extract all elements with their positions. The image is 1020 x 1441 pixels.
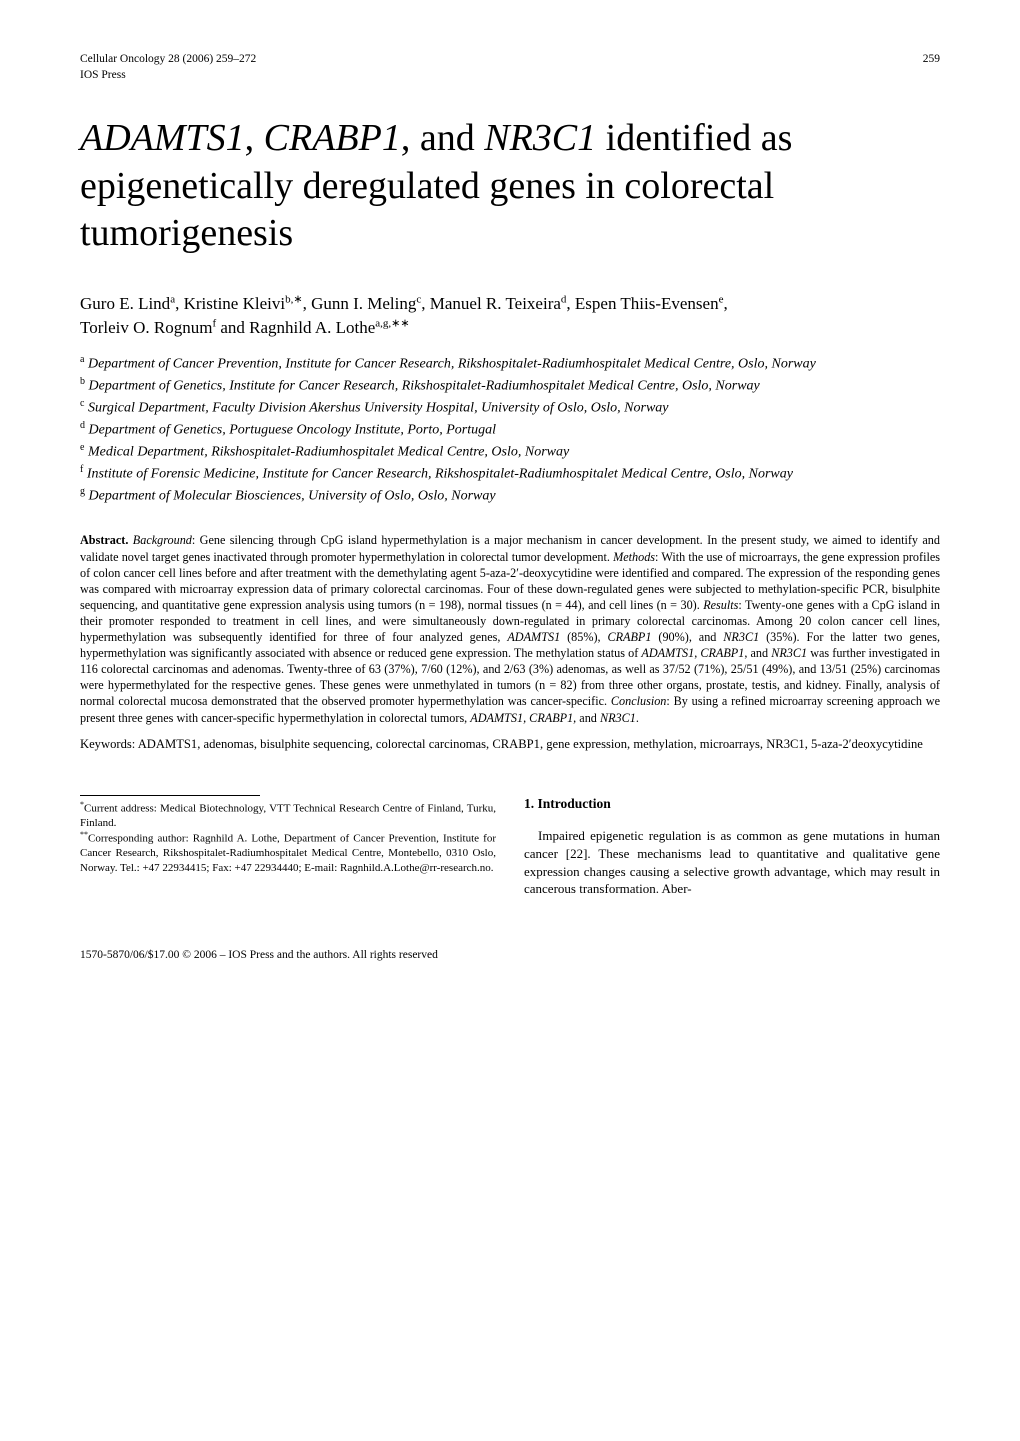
abstract-gene-nr3c1-2: NR3C1 — [771, 646, 807, 660]
aff-text-b: Department of Genetics, Institute for Ca… — [85, 378, 760, 393]
keywords-text: Keywords: ADAMTS1, adenomas, bisulphite … — [80, 737, 923, 751]
author-2-aff: b,∗ — [285, 293, 302, 305]
affiliation-f: f Institute of Forensic Medicine, Instit… — [80, 463, 940, 485]
aff-text-e: Medical Department, Rikshospitalet-Radiu… — [84, 444, 569, 459]
title-sep2: , and — [401, 117, 484, 159]
journal-ref-text: Cellular Oncology 28 (2006) 259–272 — [80, 53, 256, 65]
title-sep1: , — [245, 117, 264, 159]
abstract: Abstract. Background: Gene silencing thr… — [80, 532, 940, 725]
abstract-cn3: . — [636, 711, 639, 725]
abstract-rs-label: Results — [703, 598, 738, 612]
affiliation-c: c Surgical Department, Faculty Division … — [80, 397, 940, 419]
abstract-mt-label: Methods — [613, 550, 655, 564]
author-list: Guro E. Linda, Kristine Kleivib,∗, Gunn … — [80, 292, 940, 341]
footnote-1-text: Current address: Medical Biotechnology, … — [80, 803, 496, 829]
abstract-rs2: (85%), — [560, 630, 607, 644]
title-gene-adamts1: ADAMTS1 — [80, 117, 245, 159]
affiliation-a: a Department of Cancer Prevention, Insti… — [80, 353, 940, 375]
affiliation-g: g Department of Molecular Biosciences, U… — [80, 485, 940, 507]
footnote-rule — [80, 795, 260, 796]
author-6: Torleiv O. Rognum — [80, 318, 212, 337]
body-columns: *Current address: Medical Biotechnology,… — [80, 795, 940, 897]
intro-body: Impaired epigenetic regulation is as com… — [524, 827, 940, 897]
abstract-gene-adamts1: ADAMTS1 — [507, 630, 560, 644]
footnotes: *Current address: Medical Biotechnology,… — [80, 800, 496, 875]
author-2: , Kristine Kleivi — [175, 294, 285, 313]
author-5: , Espen Thiis-Evensen — [566, 294, 718, 313]
right-column: 1. Introduction Impaired epigenetic regu… — [524, 795, 940, 897]
left-column: *Current address: Medical Biotechnology,… — [80, 795, 496, 897]
article-title: ADAMTS1, CRABP1, and NR3C1 identified as… — [80, 115, 940, 258]
page-number: 259 — [923, 52, 940, 83]
abstract-gene-crabp1: CRABP1 — [607, 630, 651, 644]
author-5-aff: e — [719, 293, 724, 305]
author-1: Guro E. Lind — [80, 294, 170, 313]
abstract-cn-label: Conclusion — [611, 694, 667, 708]
aff-text-g: Department of Molecular Biosciences, Uni… — [85, 488, 496, 503]
aff-text-a: Department of Cancer Prevention, Institu… — [84, 356, 815, 371]
footnote-1: *Current address: Medical Biotechnology,… — [80, 800, 496, 830]
affiliations: a Department of Cancer Prevention, Insti… — [80, 353, 940, 507]
affiliation-b: b Department of Genetics, Institute for … — [80, 375, 940, 397]
author-4: , Manuel R. Teixeira — [421, 294, 561, 313]
abstract-bg-label: Background — [128, 533, 192, 547]
abstract-label: Abstract. — [80, 533, 128, 547]
abstract-gene-nr3c1-3: NR3C1 — [600, 711, 636, 725]
aff-text-d: Department of Genetics, Portuguese Oncol… — [85, 422, 496, 437]
abstract-gene-all: ADAMTS1, CRABP1, — [470, 711, 576, 725]
title-gene-crabp1: CRABP1 — [264, 117, 401, 159]
abstract-gene-nr3c1: NR3C1 — [723, 630, 759, 644]
title-gene-nr3c1: NR3C1 — [484, 117, 596, 159]
abstract-gene-crabp1-2: CRABP1 — [700, 646, 744, 660]
footnote-2-marker: ** — [80, 830, 88, 839]
intro-heading: 1. Introduction — [524, 795, 940, 813]
running-header: Cellular Oncology 28 (2006) 259–272 IOS … — [80, 52, 940, 83]
abstract-rs3: (90%), and — [651, 630, 723, 644]
affiliation-e: e Medical Department, Rikshospitalet-Rad… — [80, 441, 940, 463]
author-3: , Gunn I. Meling — [303, 294, 417, 313]
footnote-2-text: Corresponding author: Ragnhild A. Lothe,… — [80, 833, 496, 874]
author-7-aff: a,g,∗∗ — [375, 318, 409, 330]
publisher: IOS Press — [80, 69, 126, 81]
abstract-cn2: and — [576, 711, 600, 725]
keywords: Keywords: ADAMTS1, adenomas, bisulphite … — [80, 736, 940, 754]
copyright-line: 1570-5870/06/$17.00 © 2006 – IOS Press a… — [80, 948, 940, 964]
abstract-gene-adamts1-2: ADAMTS1 — [641, 646, 694, 660]
journal-ref: Cellular Oncology 28 (2006) 259–272 IOS … — [80, 52, 256, 83]
author-7: and Ragnhild A. Lothe — [216, 318, 375, 337]
footnote-2: **Corresponding author: Ragnhild A. Loth… — [80, 830, 496, 875]
affiliation-d: d Department of Genetics, Portuguese Onc… — [80, 419, 940, 441]
aff-text-c: Surgical Department, Faculty Division Ak… — [84, 400, 668, 415]
abstract-rs6: , and — [744, 646, 771, 660]
aff-text-f: Institute of Forensic Medicine, Institut… — [83, 466, 793, 481]
